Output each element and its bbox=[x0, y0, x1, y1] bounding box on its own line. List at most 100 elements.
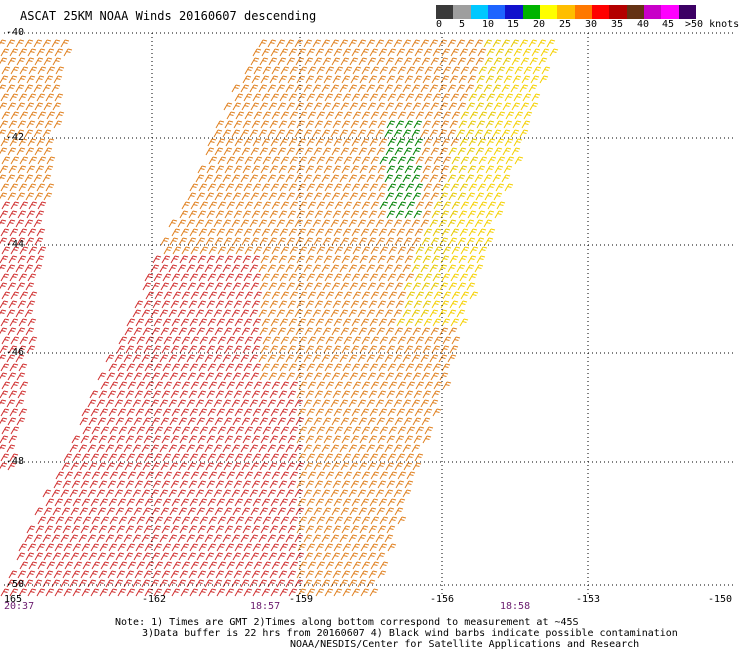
wind-barb bbox=[163, 336, 173, 345]
wind-barb bbox=[367, 147, 377, 156]
wind-barb bbox=[253, 516, 263, 525]
wind-barb bbox=[225, 318, 235, 327]
wind-barb bbox=[278, 165, 288, 174]
wind-barb bbox=[359, 210, 369, 219]
wind-barb bbox=[207, 228, 217, 237]
wind-barb bbox=[107, 390, 117, 399]
wind-barb bbox=[397, 156, 407, 165]
wind-barb bbox=[379, 336, 389, 345]
wind-barb bbox=[268, 57, 278, 66]
wind-barb bbox=[502, 147, 512, 156]
wind-barb bbox=[17, 570, 27, 579]
wind-barb bbox=[307, 111, 317, 120]
wind-barb bbox=[288, 48, 298, 57]
wind-barb bbox=[433, 246, 443, 255]
wind-barb bbox=[133, 462, 143, 471]
wind-barb bbox=[55, 66, 65, 75]
wind-barb bbox=[294, 84, 304, 93]
wind-barb bbox=[350, 345, 360, 354]
wind-barb bbox=[477, 138, 487, 147]
wind-barb bbox=[357, 39, 367, 48]
wind-barb bbox=[334, 246, 344, 255]
wind-barb bbox=[197, 480, 207, 489]
wind-barb bbox=[546, 39, 556, 48]
wind-barb bbox=[260, 570, 270, 579]
wind-barb bbox=[349, 507, 359, 516]
wind-barb bbox=[170, 435, 180, 444]
wind-barb bbox=[348, 399, 358, 408]
wind-barb bbox=[457, 102, 467, 111]
wind-barb bbox=[294, 489, 304, 498]
wind-barb bbox=[441, 273, 451, 282]
wind-barb bbox=[325, 471, 335, 480]
wind-barb bbox=[485, 165, 495, 174]
wind-barb bbox=[87, 489, 97, 498]
wind-barb bbox=[433, 336, 443, 345]
wind-barb bbox=[160, 507, 170, 516]
wind-barb bbox=[108, 453, 118, 462]
wind-barb bbox=[289, 336, 299, 345]
wind-barb bbox=[262, 156, 272, 165]
wind-barb bbox=[99, 543, 109, 552]
wind-barb bbox=[312, 39, 322, 48]
scale-swatch-4 bbox=[505, 5, 523, 19]
wind-barb bbox=[208, 291, 218, 300]
wind-barb bbox=[25, 147, 35, 156]
wind-barb bbox=[387, 93, 397, 102]
wind-barb bbox=[277, 57, 287, 66]
wind-barb bbox=[267, 399, 277, 408]
wind-barb bbox=[161, 345, 171, 354]
wind-barb bbox=[333, 48, 343, 57]
wind-barb bbox=[492, 129, 502, 138]
wind-speed-color-scale bbox=[436, 5, 696, 19]
wind-barb bbox=[306, 93, 316, 102]
wind-barb bbox=[430, 57, 440, 66]
wind-barb bbox=[378, 453, 388, 462]
wind-barb bbox=[123, 399, 133, 408]
wind-barb bbox=[142, 327, 152, 336]
wind-barb bbox=[124, 327, 134, 336]
wind-barb bbox=[0, 75, 9, 84]
wind-barb bbox=[351, 543, 361, 552]
wind-barb bbox=[109, 561, 119, 570]
wind-barb bbox=[118, 471, 128, 480]
wind-barb bbox=[215, 480, 225, 489]
wind-barb bbox=[357, 489, 367, 498]
wind-barb bbox=[420, 129, 430, 138]
wind-barb bbox=[159, 354, 169, 363]
wind-barb bbox=[315, 498, 325, 507]
wind-barb bbox=[0, 435, 9, 444]
wind-barb bbox=[235, 471, 245, 480]
wind-barb bbox=[349, 237, 359, 246]
wind-barb bbox=[288, 273, 298, 282]
wind-barb bbox=[127, 381, 137, 390]
wind-barb bbox=[241, 327, 251, 336]
wind-barb bbox=[27, 138, 37, 147]
wind-barb bbox=[496, 201, 506, 210]
wind-barb bbox=[384, 84, 394, 93]
wind-barb bbox=[431, 390, 441, 399]
wind-barb bbox=[15, 399, 25, 408]
wind-barb bbox=[438, 129, 448, 138]
wind-barb bbox=[422, 75, 432, 84]
wind-barb bbox=[375, 354, 385, 363]
wind-barb bbox=[24, 309, 34, 318]
wind-barb bbox=[253, 111, 263, 120]
wind-barb bbox=[376, 57, 386, 66]
wind-barb bbox=[27, 93, 37, 102]
wind-barb bbox=[486, 228, 496, 237]
wind-barb bbox=[10, 426, 20, 435]
wind-barb bbox=[323, 75, 333, 84]
wind-barb bbox=[178, 237, 188, 246]
wind-barb bbox=[396, 453, 406, 462]
wind-barb bbox=[270, 138, 280, 147]
wind-barb bbox=[474, 39, 484, 48]
wind-barb bbox=[369, 498, 379, 507]
wind-barb bbox=[249, 354, 259, 363]
wind-barb bbox=[370, 246, 380, 255]
wind-barb bbox=[169, 327, 179, 336]
wind-barb bbox=[349, 417, 359, 426]
wind-barb bbox=[232, 192, 242, 201]
wind-barb bbox=[321, 174, 331, 183]
wind-barb bbox=[384, 39, 394, 48]
